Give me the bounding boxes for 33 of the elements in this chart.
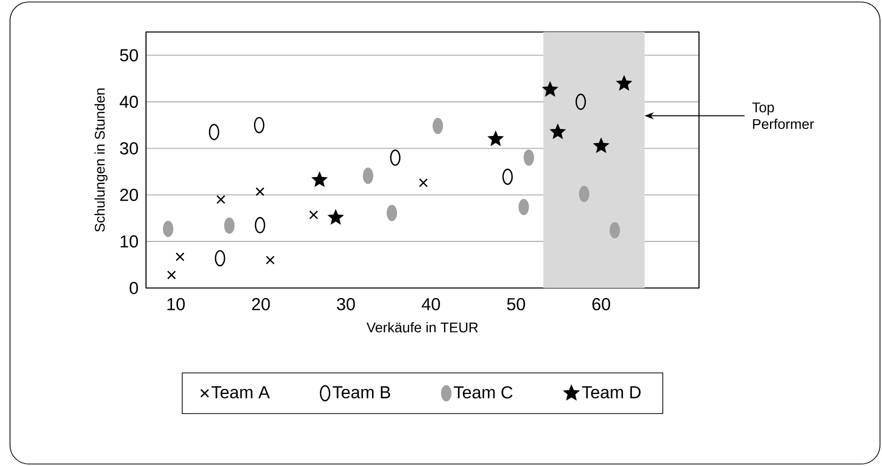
point — [266, 256, 275, 264]
point — [167, 270, 176, 280]
point — [593, 138, 610, 153]
y-axis-title: Schulungen in Stunden — [94, 88, 108, 232]
y-tick-label: 50 — [120, 49, 138, 62]
legend-label: Team A — [212, 386, 270, 398]
x-tick-label: 20 — [252, 298, 270, 310]
point — [542, 81, 558, 96]
point — [418, 178, 428, 188]
x-tick-label: 10 — [167, 298, 185, 310]
point — [309, 210, 318, 220]
legend-label: Team B — [332, 386, 390, 398]
point — [488, 130, 504, 146]
x-tick-label: 40 — [422, 298, 440, 310]
point — [256, 187, 264, 196]
point — [176, 252, 184, 262]
legend-label: Team D — [582, 386, 641, 398]
point — [550, 124, 566, 139]
x-tick-label: 30 — [336, 298, 355, 310]
point — [312, 172, 328, 187]
x-axis-title: Verkäufe in TEUR — [366, 322, 478, 332]
point — [328, 209, 344, 224]
point — [616, 75, 632, 90]
y-tick-label: 20 — [120, 188, 138, 202]
point — [216, 195, 226, 204]
y-tick-label: 30 — [120, 142, 138, 154]
annotation: Top Performer — [752, 102, 814, 129]
y-tick-label: 10 — [120, 235, 138, 248]
x-tick-label: 50 — [507, 298, 526, 310]
legend-label: Team C — [454, 386, 512, 398]
x-tick-label: 60 — [592, 298, 610, 310]
y-tick-label: 0 — [130, 282, 138, 294]
y-tick-label: 40 — [120, 96, 138, 108]
